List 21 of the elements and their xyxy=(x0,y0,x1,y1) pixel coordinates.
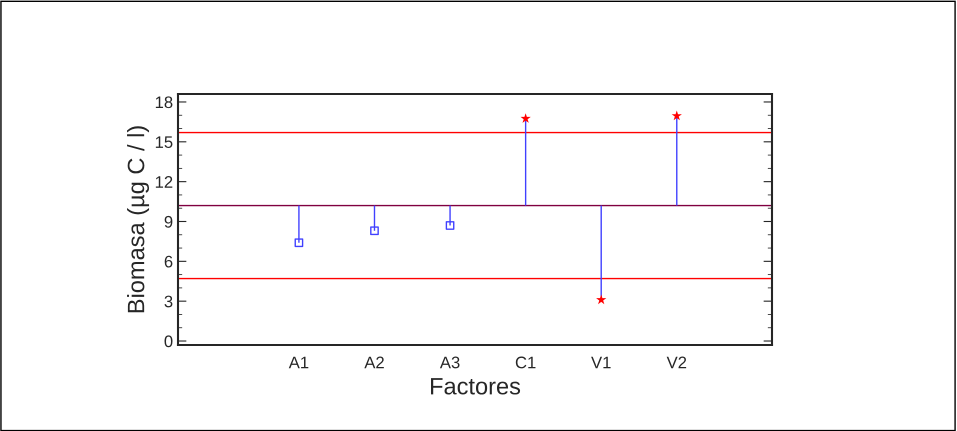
x-axis-title: Factores xyxy=(431,378,520,395)
y-tick-label: 3 xyxy=(164,296,172,308)
point xyxy=(294,238,304,248)
x-tick-label: C1 xyxy=(516,356,536,368)
y-tick-label: 15 xyxy=(156,136,172,148)
point xyxy=(596,294,606,304)
y-tick-label: 0 xyxy=(164,335,172,348)
x-tick-label: V1 xyxy=(591,356,611,368)
point xyxy=(672,110,682,120)
x-tick-label: A3 xyxy=(440,356,460,368)
x-tick-label: A1 xyxy=(288,356,308,368)
x-tick-label: V2 xyxy=(666,356,686,368)
point xyxy=(370,226,379,236)
y-tick-label: 6 xyxy=(164,256,172,268)
point xyxy=(446,221,454,230)
y-tick-label: 18 xyxy=(156,96,172,108)
point xyxy=(520,113,531,123)
y-tick-label: 9 xyxy=(164,216,172,228)
y-tick-label: 12 xyxy=(156,176,172,188)
y-axis-title: Biomasa (µg C / l) xyxy=(127,126,150,312)
x-tick-label: A2 xyxy=(364,356,384,368)
